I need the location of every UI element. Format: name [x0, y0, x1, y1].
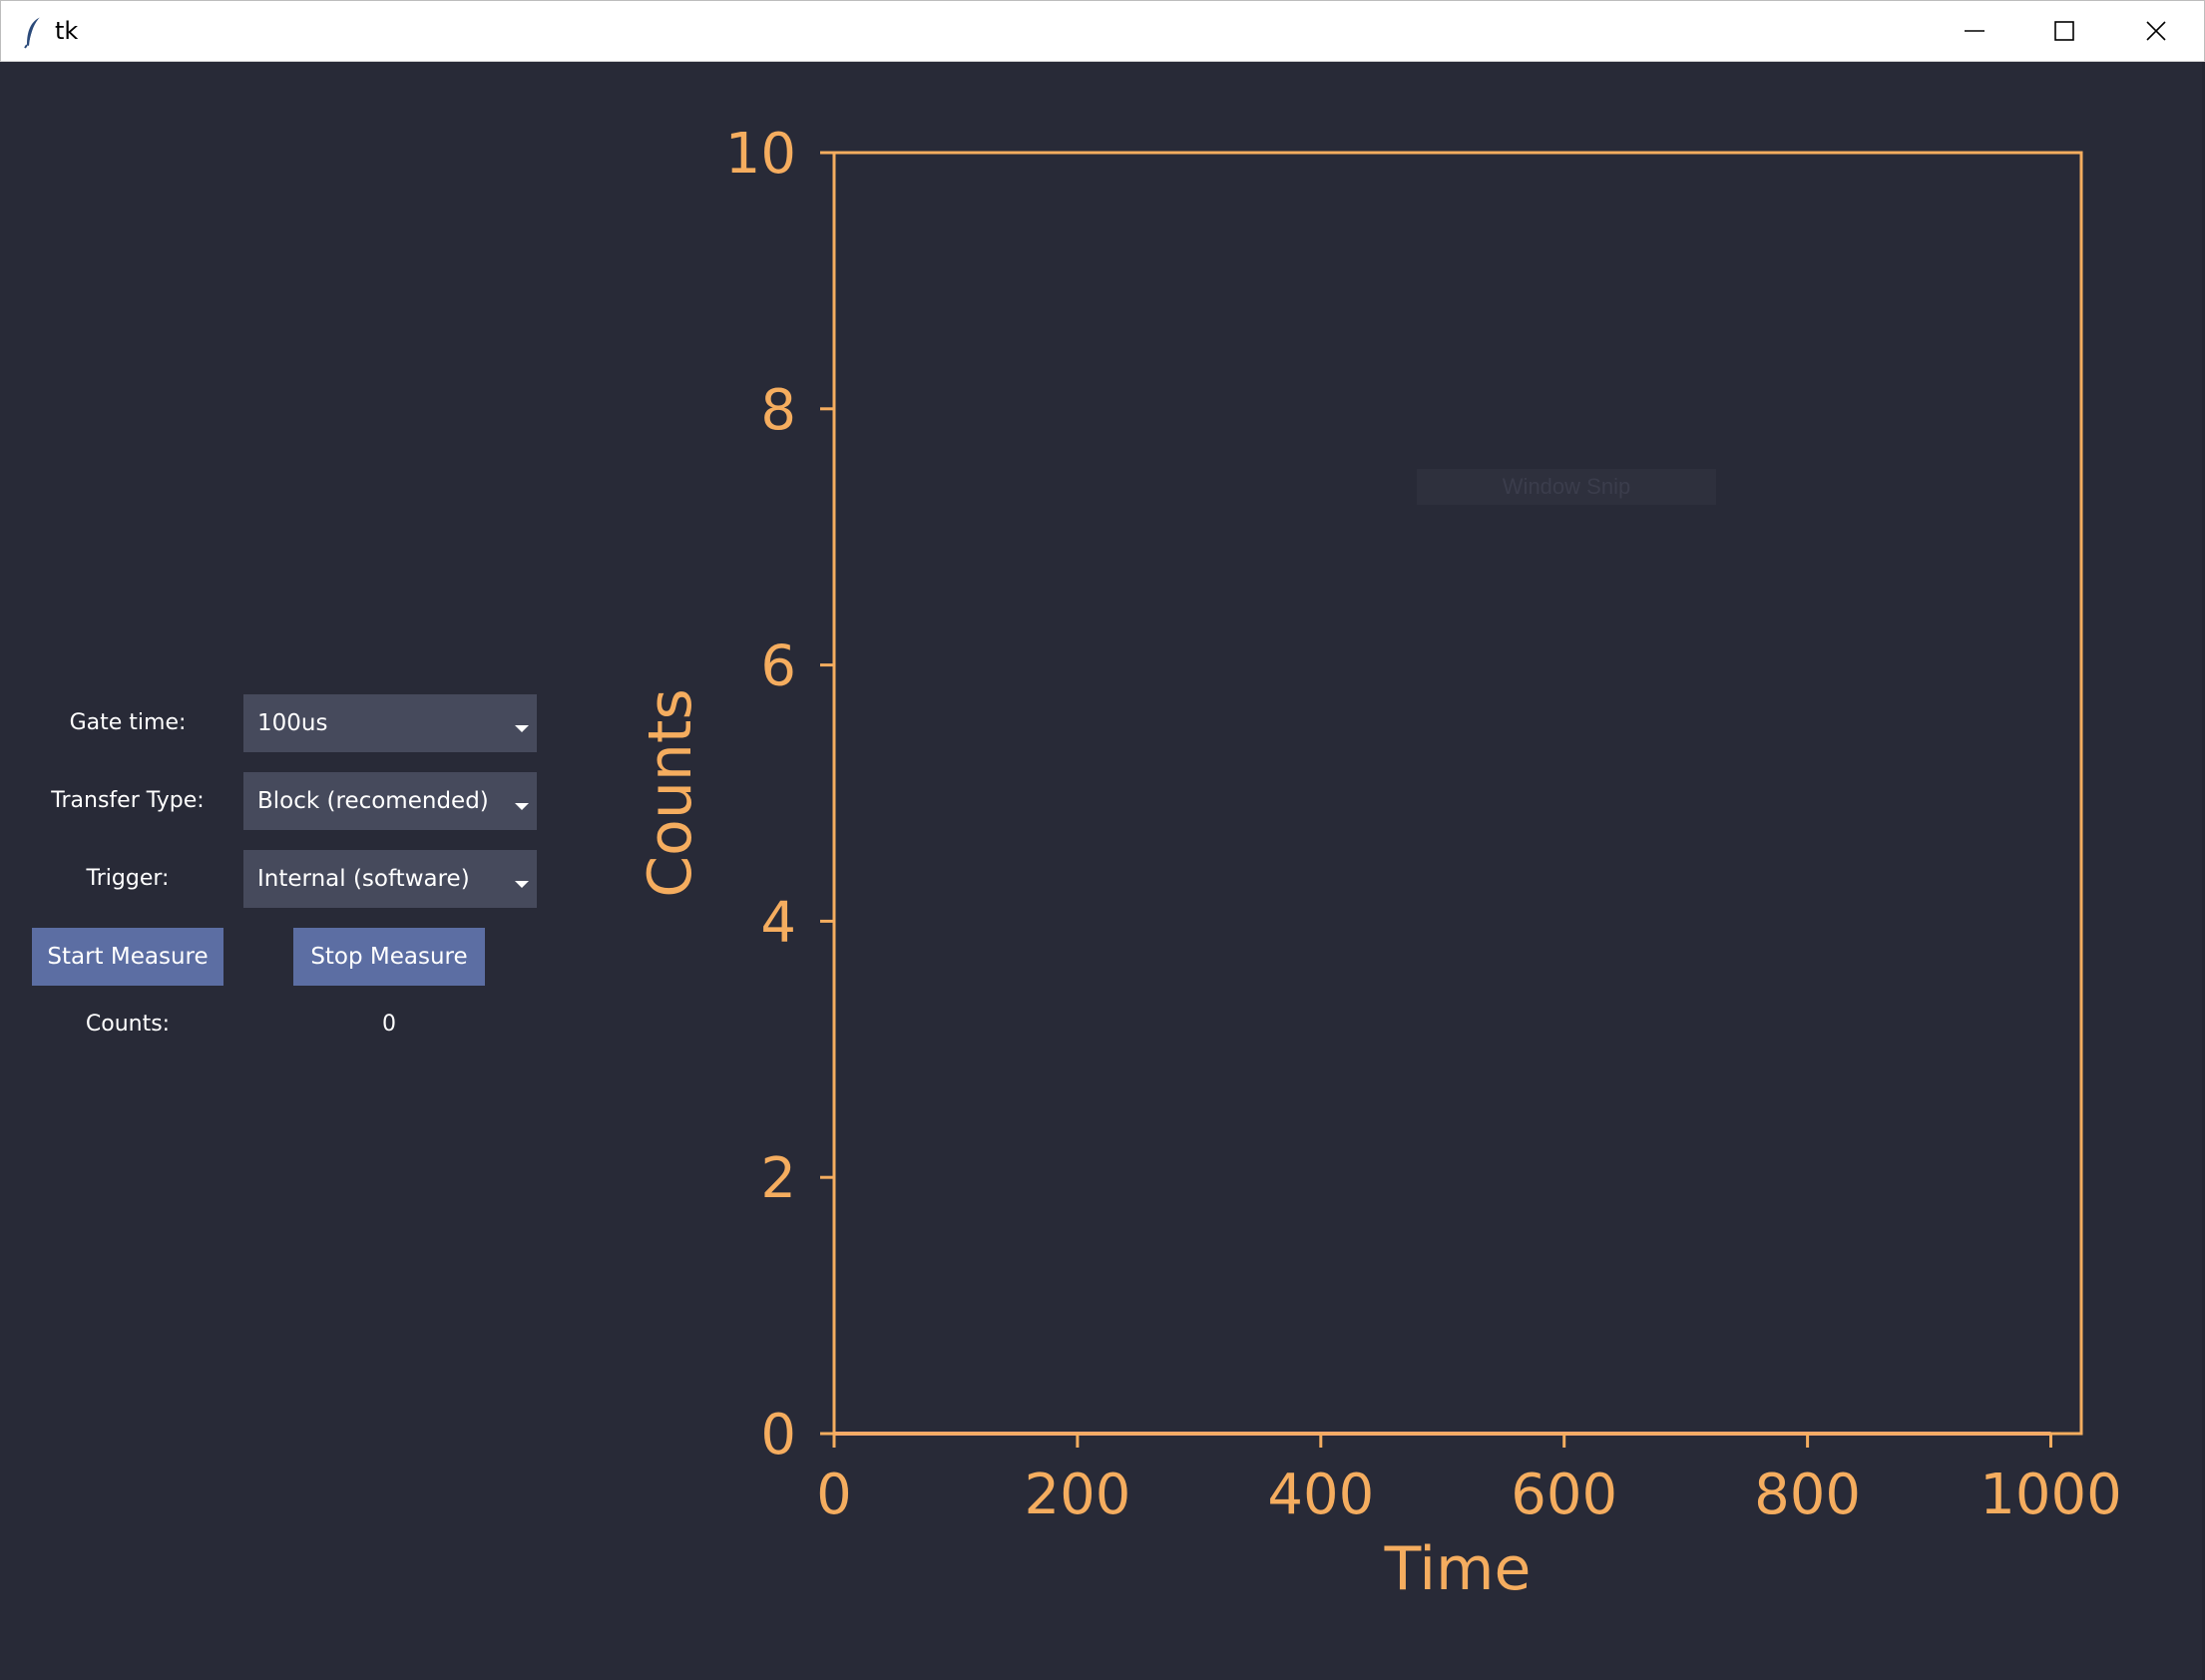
x-tick-label: 800 [1754, 1463, 1861, 1527]
minimize-icon [1965, 30, 1984, 32]
y-tick-label: 8 [760, 378, 796, 443]
chevron-down-icon [515, 803, 529, 810]
feather-icon [24, 16, 42, 49]
chevron-down-icon [515, 881, 529, 888]
minimize-button[interactable] [1929, 1, 2020, 61]
trigger-select[interactable]: Internal (software) [243, 850, 537, 908]
gate-time-label: Gate time: [69, 710, 187, 735]
x-tick-label: 400 [1267, 1463, 1374, 1527]
y-tick-label: 4 [760, 890, 796, 955]
stop-measure-button[interactable]: Stop Measure [293, 928, 485, 986]
transfer-type-label: Transfer Type: [51, 788, 205, 813]
x-tick-label: 1000 [1980, 1463, 2122, 1527]
trigger-value: Internal (software) [257, 866, 470, 892]
trigger-label: Trigger: [86, 866, 170, 891]
maximize-icon [2054, 21, 2074, 41]
x-tick-label: 200 [1024, 1463, 1130, 1527]
window-title: tk [55, 17, 79, 45]
close-icon [2146, 21, 2166, 41]
transfer-type-value: Block (recomended) [257, 788, 489, 814]
window-edge [2202, 62, 2205, 1680]
window-snip-overlay: Window Snip [1417, 469, 1716, 505]
gate-time-value: 100us [257, 710, 328, 736]
counts-value: 0 [382, 1012, 396, 1037]
start-measure-button[interactable]: Start Measure [32, 928, 223, 986]
y-tick-label: 6 [760, 634, 796, 699]
counts-label: Counts: [85, 1012, 171, 1037]
y-tick-label: 0 [760, 1403, 796, 1468]
title-bar[interactable]: tk [0, 0, 2205, 62]
close-button[interactable] [2110, 1, 2202, 61]
gate-time-select[interactable]: 100us [243, 694, 537, 752]
y-tick-label: 10 [725, 122, 796, 187]
x-tick-label: 0 [816, 1463, 852, 1527]
y-axis-label: Counts [636, 688, 705, 897]
transfer-type-select[interactable]: Block (recomended) [243, 772, 537, 830]
x-axis-label: Time [1384, 1534, 1532, 1604]
y-tick-label: 2 [760, 1146, 796, 1211]
x-tick-label: 600 [1511, 1463, 1617, 1527]
chevron-down-icon [515, 725, 529, 732]
maximize-button[interactable] [2018, 1, 2110, 61]
plot-frame [832, 151, 2083, 1436]
